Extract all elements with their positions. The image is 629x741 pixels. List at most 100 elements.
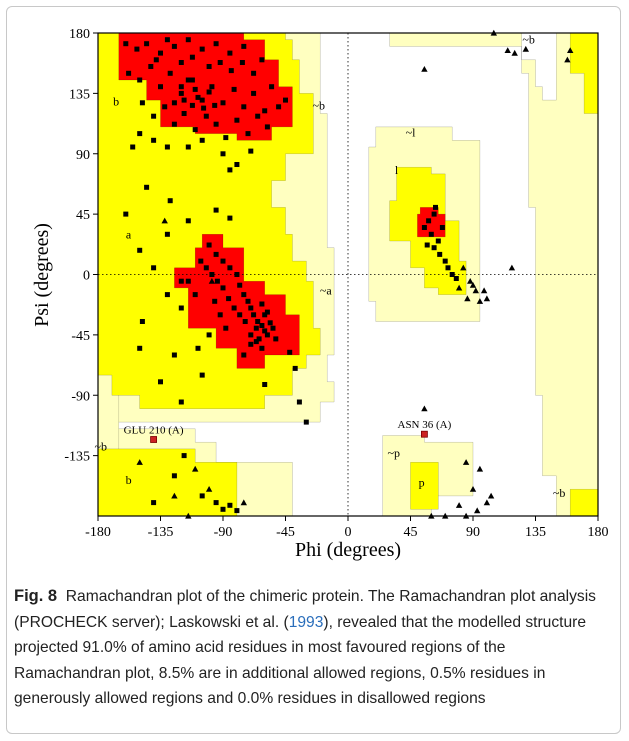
residue-square [199, 46, 205, 52]
residue-square [453, 276, 459, 281]
residue-square [198, 258, 204, 264]
residue-square [435, 238, 441, 244]
residue-square [426, 218, 432, 224]
residue-triangle [522, 45, 529, 52]
residue-square [273, 336, 279, 342]
axes: -180 -135 -90 -45 0 45 90 135 180 -135 -90 -45 0 45 90… [64, 27, 608, 540]
residue-square [178, 90, 184, 96]
residue-square [164, 292, 170, 298]
residue-square [195, 345, 201, 351]
residue-triangle [428, 512, 435, 519]
residue-square [287, 349, 293, 355]
residue-triangle [240, 499, 247, 506]
residue-square [199, 493, 205, 499]
figure-caption: Fig. 8 Ramachandran plot of the chimeric… [14, 584, 614, 712]
residue-square [248, 332, 254, 338]
residue-square [241, 104, 247, 110]
residue-square [203, 113, 209, 119]
residue-square [234, 162, 240, 167]
residue-square [158, 379, 163, 385]
residue-square [237, 282, 243, 288]
figure-label: Fig. 8 [14, 587, 58, 605]
region-label: l [395, 163, 399, 177]
residue-square [227, 50, 233, 56]
residue-square [158, 84, 163, 90]
residue-square [253, 325, 259, 331]
residue-square [259, 323, 265, 328]
residue-square [256, 336, 262, 342]
residue-square [303, 419, 309, 425]
residue-square [237, 312, 243, 318]
residue-square [151, 137, 157, 143]
residue-square [212, 102, 218, 108]
residue-square [251, 312, 257, 318]
residue-square [195, 94, 201, 100]
residue-square [213, 121, 219, 127]
residue-triangle [467, 278, 474, 284]
residue-square [192, 86, 198, 92]
ramachandran-plot: GLU 210 (A) ASN 36 (A) b a ~b ~a ~l l ~b ~b b ~p p ~b… [31, 27, 609, 561]
residue-square [220, 285, 226, 291]
residue-square [231, 86, 237, 92]
residue-triangle [474, 507, 481, 514]
residue-square [242, 319, 248, 324]
residue-square [228, 68, 234, 74]
residue-square [234, 508, 240, 514]
residue-square [185, 218, 191, 224]
residue-triangle [136, 459, 143, 465]
residue-square [181, 453, 187, 459]
residue-square [206, 89, 212, 95]
residue-triangle [171, 492, 178, 499]
region-label: b [113, 94, 119, 108]
residue-triangle [508, 264, 516, 271]
x-axis-label: Phi (degrees) [295, 539, 401, 561]
residue-square [139, 100, 145, 106]
residue-square [264, 124, 270, 130]
residue-square [262, 108, 268, 114]
residue-square [262, 382, 268, 387]
data-points [123, 29, 574, 519]
residue-square [171, 43, 177, 49]
residue-square [449, 272, 455, 277]
residue-square [431, 211, 437, 217]
residue-square [181, 97, 187, 103]
caption-text-part1: Ramachandran plot of the chimeric protei… [14, 588, 596, 631]
residue-square [167, 70, 173, 76]
residue-square [148, 64, 154, 69]
residue-square [137, 131, 143, 137]
residue-square [167, 198, 173, 204]
residue-triangle [487, 492, 495, 499]
x-tick-label: -45 [276, 525, 295, 540]
region-label: ~b [553, 486, 566, 500]
residue-square [214, 278, 220, 284]
residue-triangle [460, 264, 467, 271]
x-tick-label: -90 [214, 525, 233, 540]
residue-square [213, 251, 219, 257]
residue-square [259, 345, 265, 351]
residue-square [178, 399, 184, 405]
residue-square [234, 117, 240, 123]
residue-square [437, 251, 443, 257]
citation-year-link[interactable]: 1993 [288, 613, 324, 631]
residue-triangle [480, 287, 488, 294]
residue-square [262, 328, 268, 334]
residue-square [220, 258, 226, 264]
residue-square [178, 60, 184, 65]
residue-square [248, 148, 254, 154]
residue-square [164, 231, 170, 237]
residue-square [217, 312, 223, 318]
residue-triangle [476, 465, 484, 472]
caption-text-part2: ), revealed that the modelled structure … [14, 613, 587, 708]
residue-triangle [567, 47, 574, 53]
residue-square [199, 97, 205, 103]
y-tick-label: -90 [71, 389, 90, 404]
residue-triangle [462, 459, 470, 465]
residue-square [209, 272, 215, 277]
residue-square [213, 41, 219, 47]
residue-square [269, 84, 275, 90]
residue-square [428, 231, 434, 237]
residue-square [255, 113, 261, 119]
residue-square [137, 247, 143, 253]
y-axis-label: Psi (degrees) [31, 223, 53, 327]
residue-square [239, 60, 245, 65]
